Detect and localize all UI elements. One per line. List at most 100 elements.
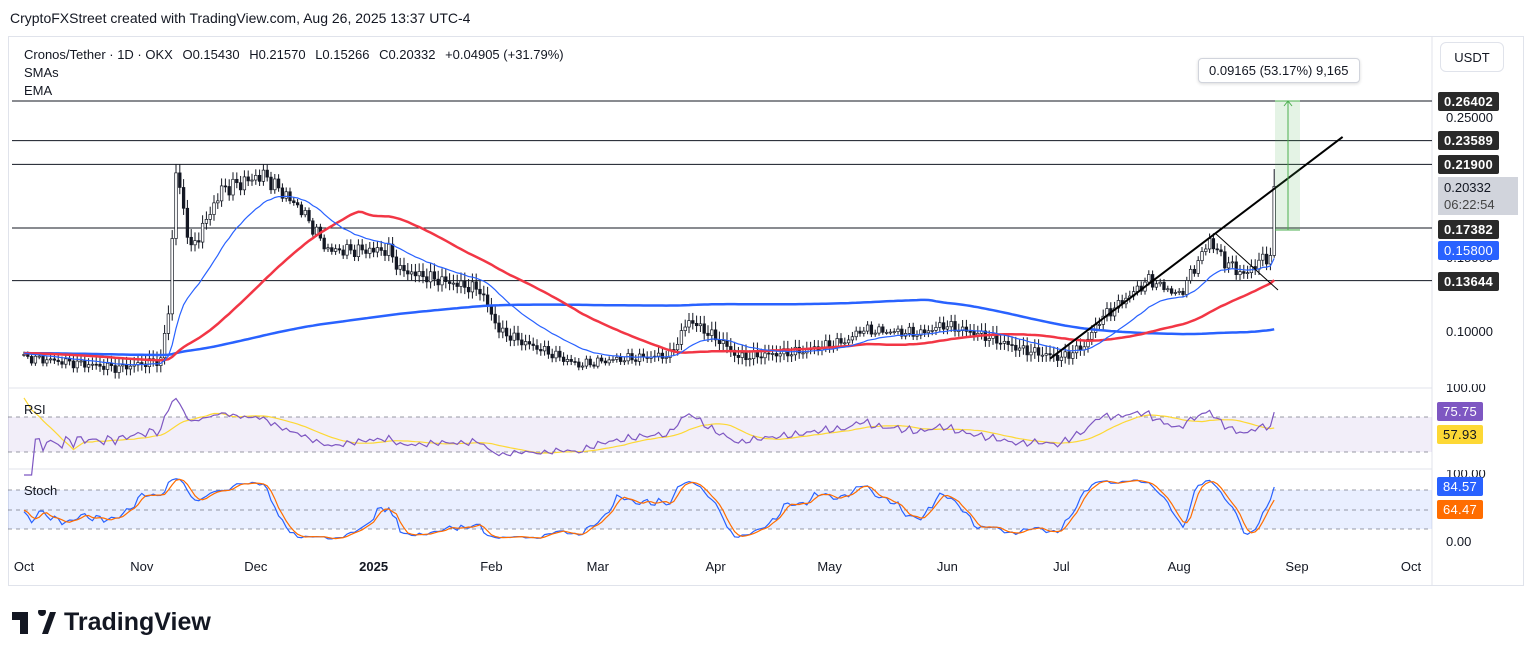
candle	[622, 360, 627, 363]
candle	[470, 281, 475, 293]
candle	[843, 342, 847, 345]
rsi-title[interactable]: RSI	[24, 402, 46, 417]
candle	[1078, 345, 1083, 351]
candle	[1029, 351, 1033, 356]
candle	[432, 271, 437, 280]
candle	[607, 359, 611, 364]
candle	[246, 176, 250, 182]
ema-20-line	[23, 195, 1275, 366]
candle	[1173, 292, 1178, 294]
candle	[52, 358, 57, 361]
candle	[862, 330, 866, 334]
candle	[337, 248, 342, 251]
candle	[417, 271, 421, 277]
candle	[759, 356, 763, 359]
time-axis-label: Jul	[1053, 559, 1070, 574]
candle	[254, 175, 258, 181]
stoch-k-tag: 84.57	[1437, 477, 1484, 496]
candle	[352, 249, 357, 258]
measure-arrow-head	[1283, 100, 1293, 107]
candle	[121, 364, 125, 367]
candle	[273, 178, 277, 191]
candle	[212, 202, 216, 215]
candle	[459, 280, 463, 287]
candle	[428, 271, 433, 283]
candle	[345, 244, 349, 256]
candle	[550, 353, 554, 359]
ohlc-close: C0.20332	[379, 47, 436, 62]
candle	[884, 331, 889, 334]
level-tag: 0.17382	[1438, 220, 1500, 239]
candle	[71, 360, 76, 369]
descending-trendline	[1214, 232, 1279, 291]
candle	[504, 327, 509, 337]
indicator-sma-label[interactable]: SMAs	[24, 65, 59, 80]
ohlc-low: L0.15266	[315, 47, 370, 62]
candle	[466, 287, 471, 293]
candle	[660, 352, 665, 359]
candle	[265, 169, 269, 178]
candle	[181, 187, 186, 209]
candle	[881, 326, 885, 333]
candle	[1086, 338, 1090, 348]
candle	[56, 359, 60, 362]
candle	[105, 362, 110, 370]
candle	[307, 210, 311, 222]
chart-credit: CryptoFXStreet created with TradingView.…	[10, 10, 471, 26]
stoch-axis-bottom: 0.00	[1446, 534, 1472, 549]
candle	[197, 240, 201, 243]
candle	[763, 352, 767, 359]
candle	[83, 360, 87, 368]
candle	[915, 334, 919, 337]
candle	[1257, 259, 1261, 270]
candle	[599, 357, 604, 362]
logo-text: TradingView	[64, 608, 211, 636]
candle	[333, 248, 338, 252]
candle	[444, 276, 448, 283]
indicator-ema-label[interactable]: EMA	[24, 83, 53, 98]
candle	[580, 365, 585, 368]
time-axis-label: May	[817, 559, 842, 574]
candle	[383, 250, 387, 256]
candle	[22, 354, 26, 356]
candle	[117, 365, 121, 373]
candle	[721, 340, 725, 344]
rsi-ma-line	[23, 397, 1275, 454]
level-tag: 0.26402	[1438, 92, 1500, 111]
candle	[451, 282, 456, 285]
candle	[767, 352, 771, 355]
symbol-title[interactable]: Cronos/Tether · 1D · OKX	[24, 47, 173, 62]
currency-button[interactable]: USDT	[1440, 42, 1504, 72]
candle	[1166, 288, 1170, 291]
candle	[873, 332, 877, 335]
candle	[1211, 238, 1216, 250]
candle	[402, 265, 406, 272]
stoch-title[interactable]: Stoch	[24, 483, 58, 498]
candle	[223, 185, 228, 188]
last-price-tag: 0.20332 06:22:54	[1438, 177, 1518, 215]
candle	[280, 187, 285, 199]
candle	[1033, 347, 1037, 353]
candle	[356, 244, 361, 258]
candle	[1071, 352, 1075, 359]
candle	[497, 322, 501, 333]
candle	[888, 331, 893, 334]
candle	[516, 332, 520, 341]
candle	[603, 360, 608, 364]
candle	[1021, 345, 1026, 349]
tradingview-logo-icon	[12, 609, 56, 634]
candle	[1181, 290, 1185, 295]
candle	[523, 341, 528, 346]
candle	[801, 352, 805, 355]
candle	[1147, 274, 1151, 283]
rsi-axis-top: 100.00	[1446, 384, 1486, 393]
candle	[299, 204, 304, 216]
candle	[349, 244, 353, 251]
candle	[322, 237, 326, 250]
tradingview-logo[interactable]: TradingView	[12, 608, 211, 637]
candle	[615, 356, 619, 360]
time-axis-label: Aug	[1167, 559, 1191, 574]
level-tag: 0.23589	[1438, 131, 1500, 150]
time-axis-label: Apr	[705, 559, 726, 574]
